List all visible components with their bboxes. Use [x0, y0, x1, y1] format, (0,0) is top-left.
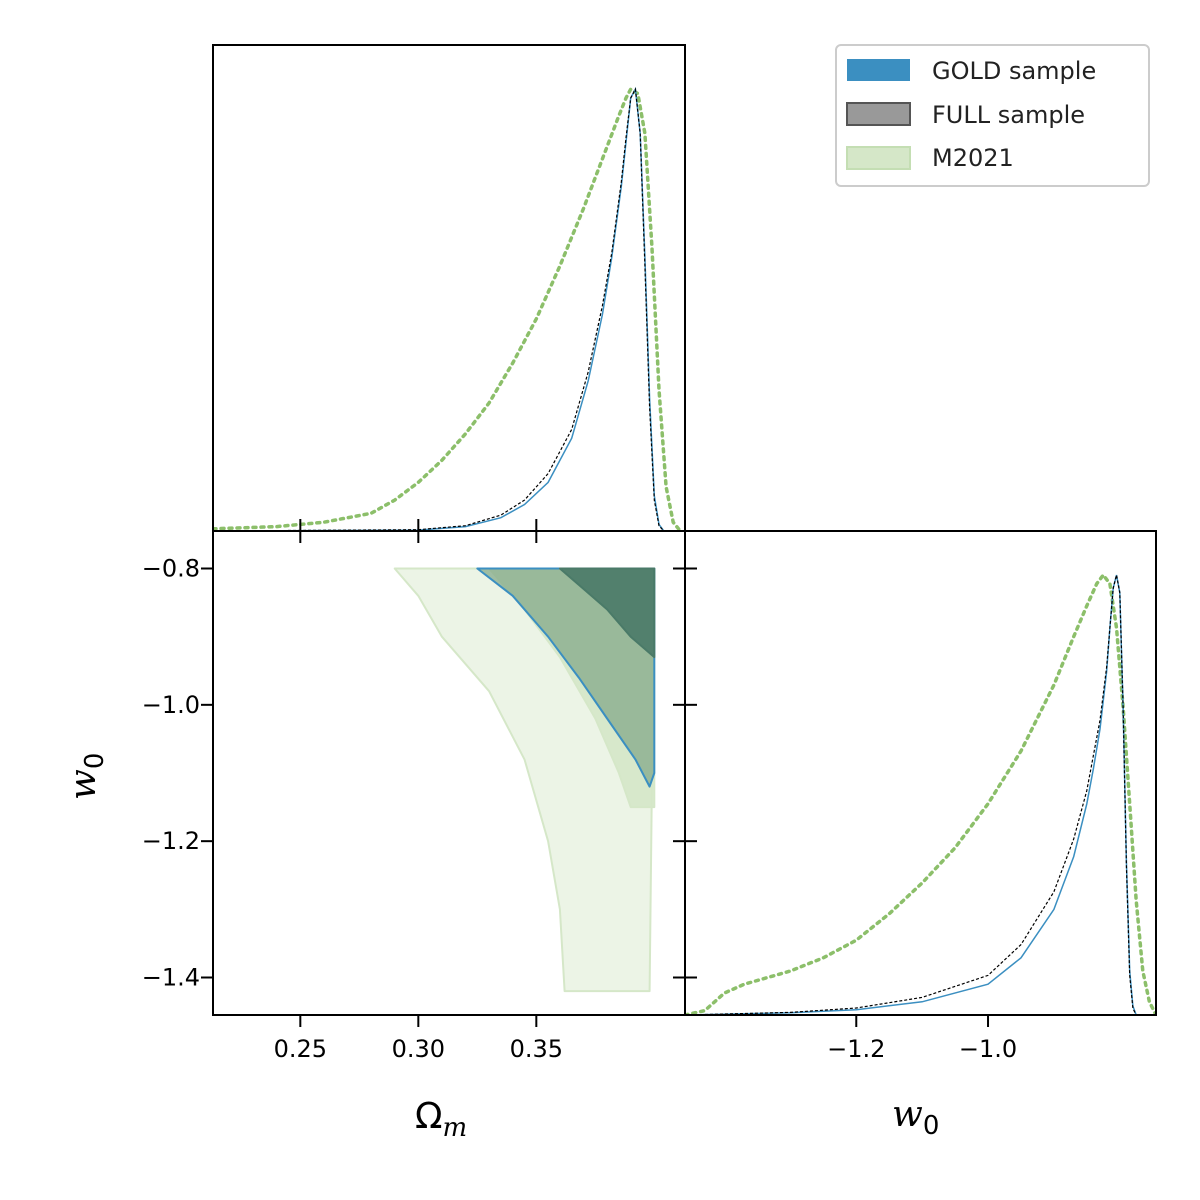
w0-left-tick-label: −1.4	[142, 964, 200, 992]
omega-gold-curve	[213, 86, 685, 531]
w0-gold-curve	[685, 574, 1137, 1015]
w0-full-curve	[685, 574, 1137, 1015]
omega-tick-label: 0.35	[510, 1035, 563, 1063]
legend: GOLD sample FULL sample M2021	[835, 44, 1150, 187]
w0-m2021-curve	[685, 572, 1156, 1015]
legend-frame	[835, 44, 1150, 187]
w0-bottom-axis-title: w0	[892, 1094, 939, 1141]
omega-axis-title: Ωm	[415, 1096, 467, 1143]
panel-w0-frame	[684, 530, 1157, 1016]
w0-bottom-tick-label: −1.0	[959, 1035, 1017, 1063]
w0-left-axis-title-sub: 0	[80, 753, 110, 770]
w0-bottom-tick-label: −1.2	[827, 1035, 885, 1063]
w0-ticks	[855, 1015, 990, 1027]
legend-full-label: FULL sample	[932, 101, 1085, 129]
panel-omega-marginal	[213, 86, 685, 531]
omega-top-ticks	[299, 519, 538, 543]
panel-contour	[393, 567, 656, 993]
contour-ticks	[201, 567, 697, 1027]
omega-m2021-curve	[213, 86, 683, 531]
w0-left-tick-labels: −0.8 −1.0 −1.2 −1.4	[142, 555, 200, 992]
omega-tick-label: 0.25	[274, 1035, 327, 1063]
legend-m2021-label: M2021	[932, 144, 1014, 172]
omega-axis-title-sub: m	[443, 1113, 468, 1143]
w0-left-axis-title: w0	[63, 753, 110, 800]
w0-left-tick-label: −1.2	[142, 827, 200, 855]
legend-full-swatch	[846, 102, 911, 126]
omega-tick-label: 0.30	[392, 1035, 445, 1063]
legend-m2021-swatch	[846, 146, 911, 170]
panel-omega-frame	[212, 44, 686, 532]
panel-w0-marginal	[685, 572, 1156, 1015]
legend-gold-label: GOLD sample	[932, 57, 1096, 85]
omega-full-curve	[213, 87, 685, 531]
omega-tick-labels: 0.25 0.30 0.35	[274, 1035, 563, 1063]
w0-left-axis-title-main: w	[63, 769, 104, 800]
legend-gold-swatch	[847, 59, 910, 81]
contour-gold-68-	[558, 567, 656, 659]
w0-bottom-axis-title-sub: 0	[923, 1111, 940, 1141]
contour-gold-95-	[476, 567, 656, 788]
w0-left-tick-label: −0.8	[142, 555, 200, 583]
omega-axis-title-main: Ω	[415, 1096, 443, 1137]
w0-bottom-tick-labels: −1.2 −1.0	[827, 1035, 1017, 1063]
w0-left-tick-label: −1.0	[142, 691, 200, 719]
w0-bottom-axis-title-main: w	[892, 1094, 923, 1135]
